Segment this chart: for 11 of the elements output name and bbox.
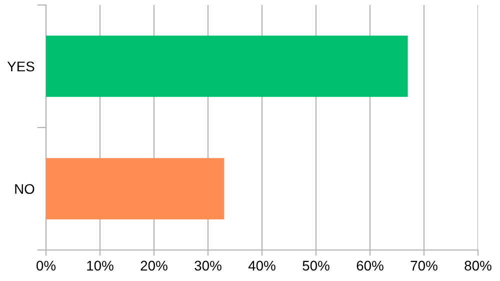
x-tick-label: 30% — [194, 260, 222, 271]
x-tick-label: 40% — [248, 260, 276, 271]
y-tick-label: YES — [7, 62, 34, 72]
x-tick-label: 60% — [356, 260, 384, 271]
x-tick-label: 50% — [302, 260, 330, 271]
x-tick-label: 10% — [87, 260, 114, 271]
x-tick-label: 70% — [410, 260, 438, 271]
x-tick-label: 0% — [36, 260, 56, 271]
y-tick-label: NO — [15, 184, 34, 194]
x-tick-label: 20% — [140, 260, 168, 271]
x-tick-label: 80% — [464, 260, 492, 271]
